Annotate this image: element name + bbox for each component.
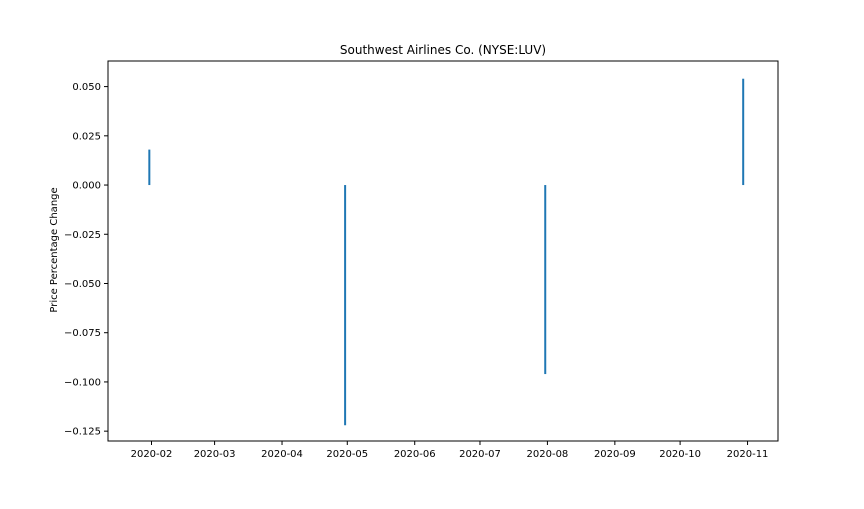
x-axis: 2020-02 2020-03 2020-04 2020-05 2020-06 2020-… bbox=[131, 441, 769, 460]
plot-frame bbox=[107, 60, 779, 442]
bar bbox=[148, 149, 151, 186]
y-tick-label: 0.000 bbox=[72, 181, 101, 192]
y-tick-label: 0.050 bbox=[72, 82, 101, 93]
y-tick-label: 0.025 bbox=[72, 131, 101, 142]
bar bbox=[544, 185, 547, 375]
x-tick-label: 2020-06 bbox=[394, 449, 436, 460]
x-tick-label: 2020-04 bbox=[261, 449, 303, 460]
y-tick-label: −0.125 bbox=[64, 427, 101, 438]
x-tick-label: 2020-02 bbox=[131, 449, 173, 460]
chart-title: Southwest Airlines Co. (NYSE:LUV) bbox=[340, 43, 546, 57]
y-tick-label: −0.100 bbox=[64, 377, 101, 388]
x-tick-label: 2020-05 bbox=[326, 449, 368, 460]
y-tick-label: −0.050 bbox=[64, 279, 101, 290]
y-tick-label: −0.075 bbox=[64, 328, 101, 339]
x-tick-label: 2020-07 bbox=[459, 449, 501, 460]
bar-series bbox=[148, 78, 745, 426]
x-tick-label: 2020-08 bbox=[527, 449, 569, 460]
y-axis-label: Price Percentage Change bbox=[49, 187, 60, 312]
x-tick-label: 2020-10 bbox=[659, 449, 701, 460]
x-tick-label: 2020-11 bbox=[727, 449, 769, 460]
x-tick-label: 2020-09 bbox=[594, 449, 636, 460]
y-axis: 0.050 0.025 0.000 −0.025 −0.050 −0.075 −0.100 −… bbox=[64, 82, 108, 438]
x-tick-label: 2020-03 bbox=[194, 449, 236, 460]
bar bbox=[742, 78, 745, 186]
bar bbox=[344, 185, 347, 426]
y-tick-label: −0.025 bbox=[64, 230, 101, 241]
